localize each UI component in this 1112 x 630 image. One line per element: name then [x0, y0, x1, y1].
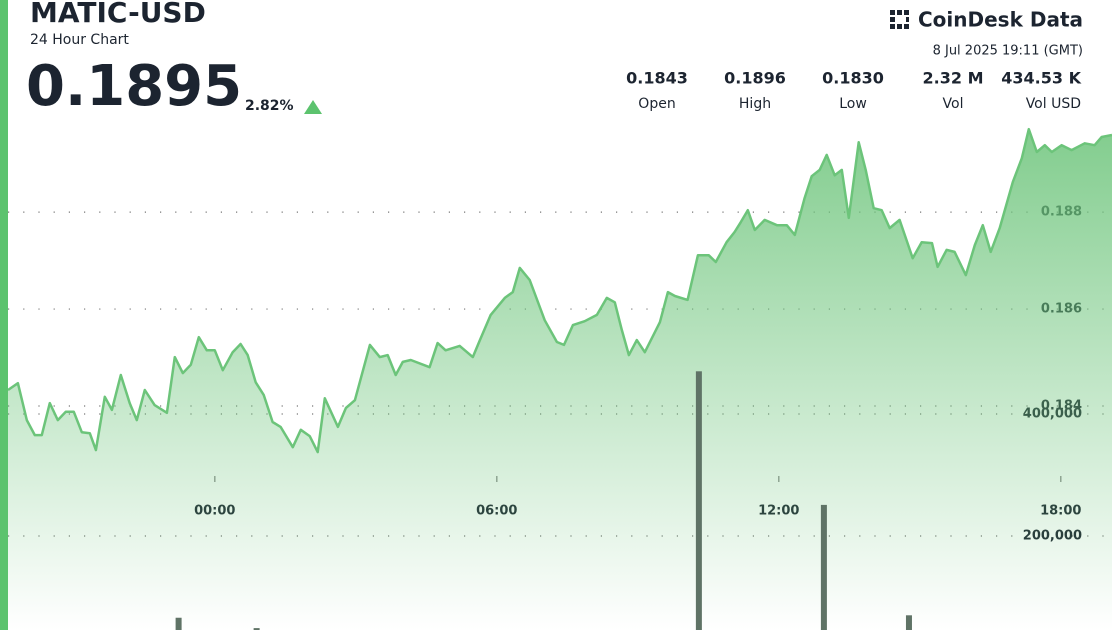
price-area: [8, 129, 1112, 630]
stat-value: 0.1896: [724, 69, 786, 88]
symbol: MATIC-USD: [30, 0, 206, 29]
stat-label: Vol USD: [1026, 96, 1081, 112]
subtitle: 24 Hour Chart: [30, 32, 129, 48]
volume-bar: [820, 504, 827, 630]
brand: CoinDesk Data: [918, 8, 1083, 32]
timestamp: 8 Jul 2025 19:11 (GMT): [933, 44, 1083, 59]
accent-bar: [0, 0, 8, 630]
price: 0.1895: [26, 54, 242, 119]
up-arrow: [304, 100, 322, 114]
volume-bar: [253, 628, 260, 630]
volume-bar: [175, 617, 182, 630]
change: 2.82%: [245, 98, 294, 114]
brand-logo: [890, 10, 909, 29]
stat-value: 0.1830: [822, 69, 884, 88]
stat-label: High: [739, 96, 771, 112]
price-line: [7, 127, 1112, 454]
stat-value: 0.1843: [626, 69, 688, 88]
stat-label: Low: [839, 96, 867, 112]
stat-label: Open: [638, 96, 675, 112]
stat-value: 434.53 K: [1001, 69, 1081, 88]
volume-bar: [905, 615, 912, 630]
stat-value: 2.32 M: [923, 69, 984, 88]
stat-label: Vol: [943, 96, 964, 112]
volume-bar: [695, 371, 702, 630]
